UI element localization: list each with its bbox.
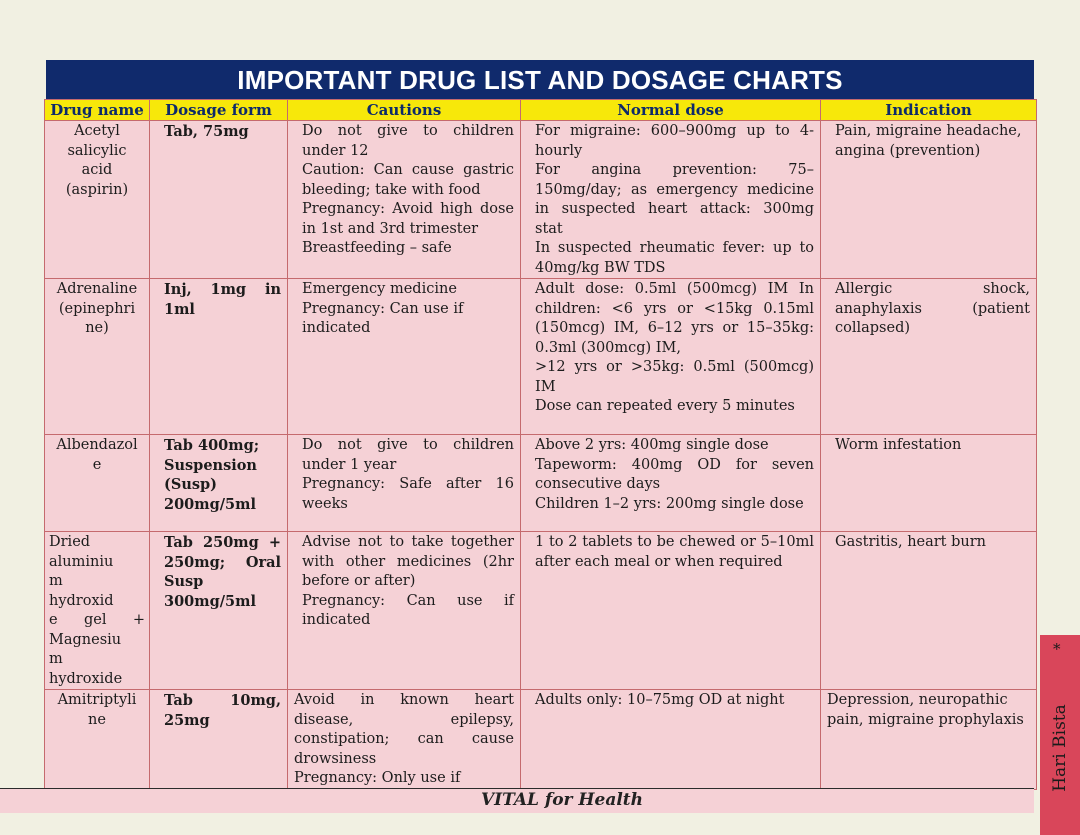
dose-line: Dose can repeated every 5 minutes	[535, 398, 795, 414]
dose-line: 1 to 2 tablets to be chewed or 5–10ml af…	[535, 534, 814, 570]
author-label: Hari Bista	[1050, 704, 1070, 792]
drug-name-line: aluminiu	[49, 553, 114, 570]
caution-line: Advise not to take together with other m…	[302, 534, 514, 589]
drug-name-cell: Adrenaline (epinephri ne)	[44, 278, 150, 435]
drug-name-line: Albendazol	[56, 437, 138, 453]
dose-line: For migraine: 600–900mg up to 4-hourly	[535, 123, 814, 159]
drug-name-line: hydroxid	[49, 592, 114, 609]
table-row: Albendazol e Tab 400mg; Suspension (Susp…	[44, 434, 1037, 532]
caution-line: Pregnancy: Can use if indicated	[302, 592, 514, 629]
normal-dose-cell: Above 2 yrs: 400mg single dose Tapeworm:…	[520, 434, 821, 532]
drug-name-line: ne	[88, 711, 106, 728]
dosage-form-cell: Inj, 1mg in 1ml	[149, 278, 288, 435]
drug-name-line: Magnesiu	[49, 631, 122, 648]
column-header-indication: Indication	[820, 99, 1037, 121]
side-tab	[1040, 635, 1080, 835]
cautions-cell: Do not give to children under 1 year Pre…	[287, 434, 521, 532]
indication-cell: Depression, neuropathic pain, migraine p…	[820, 689, 1037, 790]
table-header-row: Drug name Dosage form Cautions Normal do…	[44, 99, 1037, 121]
drug-table: Drug name Dosage form Cautions Normal do…	[44, 99, 1037, 790]
caution-line: Do not give to children under 12	[302, 123, 514, 159]
table-row: Dried aluminiu m hydroxid e gel + Magnes…	[44, 531, 1037, 690]
normal-dose-cell: Adults only: 10–75mg OD at night	[520, 689, 821, 790]
footer-bar	[0, 788, 1034, 813]
dose-line: For angina prevention: 75–150mg/day; as …	[535, 162, 814, 237]
dose-line: Above 2 yrs: 400mg single dose	[535, 437, 769, 453]
dose-line: Tapeworm: 400mg OD for seven consecutive…	[535, 456, 814, 493]
drug-name-cell: Albendazol e	[44, 434, 150, 532]
column-header-dosage-form: Dosage form	[149, 99, 288, 121]
drug-name-line: m	[49, 573, 63, 589]
column-header-normal-dose: Normal dose	[520, 99, 821, 121]
dose-line: Adults only: 10–75mg OD at night	[535, 692, 785, 708]
drug-name-line: hydroxide	[49, 670, 123, 687]
dosage-form-cell: Tab 250mg + 250mg; Oral Susp 300mg/5ml	[149, 531, 288, 690]
cautions-cell: Avoid in known heart disease, epilepsy, …	[287, 689, 521, 790]
dose-line: Adult dose: 0.5ml (500mcg) IM In childre…	[535, 281, 814, 356]
drug-name-line: salicylic	[67, 142, 127, 159]
drug-name-line: e	[92, 456, 102, 473]
indication-cell: Pain, migraine headache, angina (prevent…	[820, 120, 1037, 279]
drug-name-line: (aspirin)	[65, 181, 129, 198]
drug-name-line: ne)	[85, 320, 109, 336]
indication-cell: Worm infestation	[820, 434, 1037, 532]
drug-name-line: Dried	[49, 534, 91, 550]
caution-line: Do not give to children under 1 year	[302, 437, 514, 473]
normal-dose-cell: 1 to 2 tablets to be chewed or 5–10ml af…	[520, 531, 821, 690]
drug-name-line: Acetyl	[74, 123, 120, 139]
column-header-cautions: Cautions	[287, 99, 521, 121]
normal-dose-cell: Adult dose: 0.5ml (500mcg) IM In childre…	[520, 278, 821, 435]
drug-name-line: Amitriptyli	[57, 692, 137, 708]
cautions-cell: Do not give to children under 12 Caution…	[287, 120, 521, 279]
caution-line: Pregnancy: Avoid high dose in 1st and 3r…	[302, 201, 514, 237]
drug-name-line: acid	[81, 162, 113, 178]
dose-line: >12 yrs or >35kg: 0.5ml (500mcg) IM	[535, 359, 814, 395]
normal-dose-cell: For migraine: 600–900mg up to 4-hourly F…	[520, 120, 821, 279]
drug-name-cell: Dried aluminiu m hydroxid e gel + Magnes…	[44, 531, 150, 690]
dose-line: Children 1–2 yrs: 200mg single dose	[535, 495, 804, 512]
footer-brand: VITAL for Health	[480, 790, 643, 810]
column-header-drug-name: Drug name	[44, 99, 150, 121]
caution-line: Breastfeeding – safe	[302, 240, 452, 256]
drug-name-cell: Amitriptyli ne	[44, 689, 150, 790]
drug-name-line: (epinephri	[58, 300, 136, 317]
cautions-cell: Advise not to take together with other m…	[287, 531, 521, 690]
dose-line: In suspected rheumatic fever: up to 40mg…	[535, 240, 814, 276]
dosage-form-cell: Tab, 75mg	[149, 120, 288, 279]
caution-line: Pregnancy: Can use if indicated	[302, 300, 464, 337]
dosage-form-cell: Tab 10mg, 25mg	[149, 689, 288, 790]
caution-line: Pregnancy: Safe after 16 weeks	[302, 476, 514, 512]
table-row: Acetyl salicylic acid (aspirin) Tab, 75m…	[44, 120, 1037, 279]
asterisk-mark: *	[1053, 640, 1061, 658]
caution-line: Pregnancy: Only use if	[294, 770, 461, 786]
cautions-cell: Emergency medicine Pregnancy: Can use if…	[287, 278, 521, 435]
drug-name-line: m	[49, 651, 63, 667]
drug-name-line: Adrenaline	[56, 281, 138, 297]
indication-cell: Gastritis, heart burn	[820, 531, 1037, 690]
drug-name-line: e gel +	[49, 612, 145, 628]
table-row: Amitriptyli ne Tab 10mg, 25mg Avoid in k…	[44, 689, 1037, 790]
caution-line: Avoid in known heart disease, epilepsy, …	[294, 692, 514, 767]
table-row: Adrenaline (epinephri ne) Inj, 1mg in 1m…	[44, 278, 1037, 435]
dosage-form-cell: Tab 400mg; Suspension (Susp) 200mg/5ml	[149, 434, 288, 532]
caution-line: Caution: Can cause gastric bleeding; tak…	[302, 162, 514, 198]
drug-name-cell: Acetyl salicylic acid (aspirin)	[44, 120, 150, 279]
caution-line: Emergency medicine	[302, 281, 457, 297]
indication-cell: Allergic shock, anaphylaxis (patient col…	[820, 278, 1037, 435]
page-title: IMPORTANT DRUG LIST AND DOSAGE CHARTS	[46, 60, 1034, 100]
